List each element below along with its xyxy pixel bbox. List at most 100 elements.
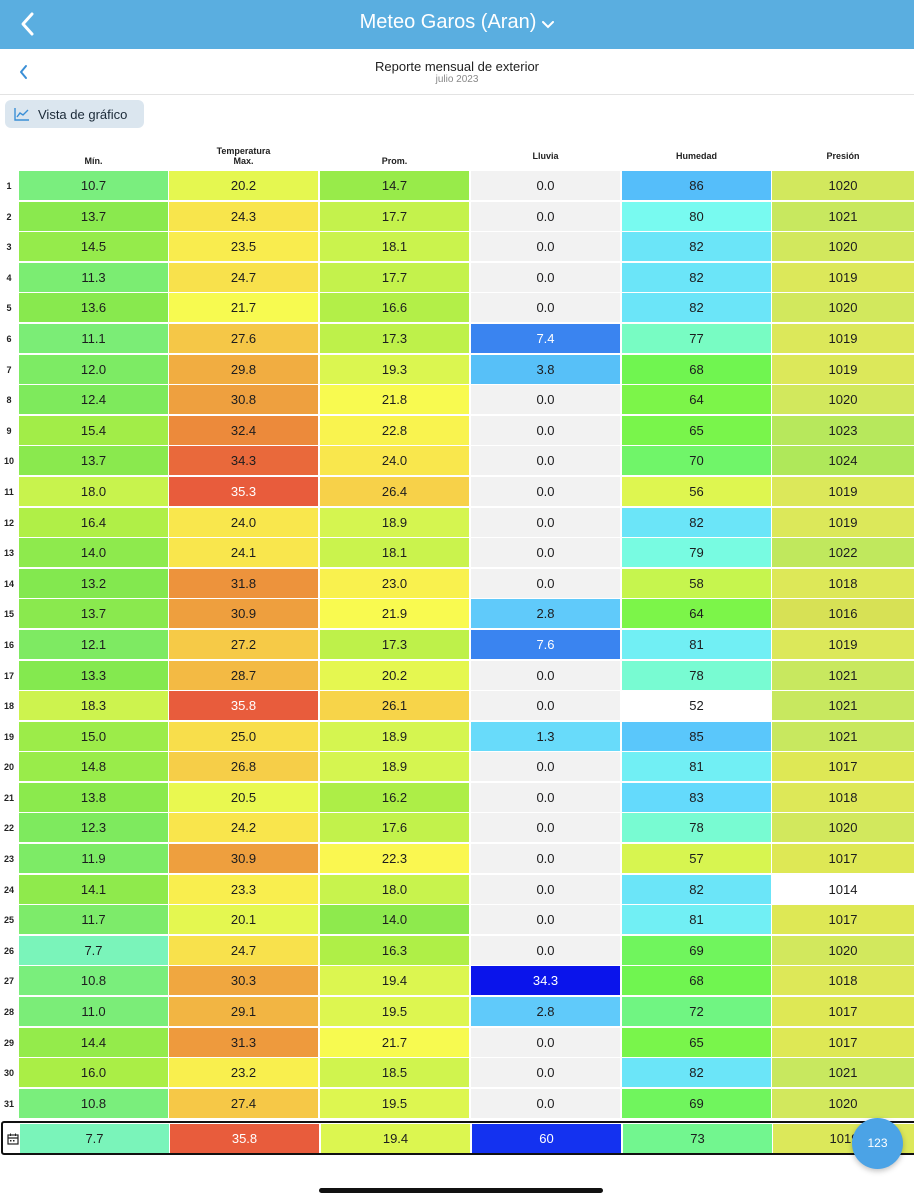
report-title: Reporte mensual de exterior [374,59,540,74]
cell-min: 11.1 [19,323,168,353]
cell-max: 30.9 [169,844,318,874]
cell-avg: 19.5 [320,1088,469,1118]
cell-humidity: 82 [622,232,771,262]
back-icon[interactable] [14,9,44,39]
previous-month-icon[interactable] [14,62,34,82]
cell-rain: 0.0 [471,1027,620,1057]
cell-avg: 16.2 [320,782,469,812]
day-number: 16 [3,639,14,650]
cell-max: 31.3 [169,1027,318,1057]
cell-min: 10.7 [19,171,168,200]
cell-pressure: 1021 [772,660,914,690]
cell-avg: 18.9 [320,752,469,782]
cell-pressure: 1020 [772,813,914,843]
table-row: 15 13.7 30.9 21.9 2.8 64 1016 [0,599,914,630]
day-number: 14 [3,578,14,589]
cell-min: 18.3 [19,691,168,721]
station-selector[interactable]: Meteo Garos (Aran) [0,10,914,35]
table-row: 16 12.1 27.2 17.3 7.6 81 1019 [0,629,914,661]
cell-humidity: 80 [622,201,771,231]
cell-avg: 19.4 [320,966,469,996]
cell-avg: 24.0 [320,446,469,476]
cell-pressure: 1016 [772,599,914,629]
table-row: 1 10.7 20.2 14.7 0.0 86 1020 [0,171,914,202]
cell-pressure: 1018 [772,568,914,598]
day-number: 24 [3,884,14,895]
table-row: 14 13.2 31.8 23.0 0.0 58 1018 [0,568,914,600]
cell-avg: 18.1 [320,538,469,568]
table-row: 24 14.1 23.3 18.0 0.0 82 1014 [0,874,914,906]
cell-avg: 18.0 [320,874,469,904]
cell-min: 13.7 [19,599,168,629]
cell-avg: 19.5 [320,997,469,1027]
cell-max: 24.2 [169,813,318,843]
cell-humidity: 64 [622,385,771,415]
cell-humidity: 83 [622,782,771,812]
cell-avg: 21.9 [320,599,469,629]
data-table: 1 10.7 20.2 14.7 0.0 86 1020 2 13.7 24.3 17.7 0.0 80… [0,171,914,1119]
table-row: 25 11.7 20.1 14.0 0.0 81 1017 [0,905,914,936]
cell-min: 12.4 [19,385,168,415]
cell-pressure: 1021 [772,691,914,721]
table-row: 26 7.7 24.7 16.3 0.0 69 1020 [0,935,914,967]
cell-humidity: 68 [622,354,771,384]
chart-view-button[interactable]: Vista de gráfico [5,100,144,128]
cell-min: 13.7 [19,446,168,476]
cell-humidity: 56 [622,476,771,506]
day-number: 2 [6,211,12,222]
cell-avg: 18.9 [320,721,469,751]
cell-rain: 0.0 [471,1088,620,1118]
day-number: 8 [6,395,12,406]
cell-min: 15.0 [19,721,168,751]
cell-pressure: 1017 [772,844,914,874]
cell-min: 11.3 [19,262,168,292]
line-chart-icon [14,108,29,121]
cell-pressure: 1024 [772,446,914,476]
col-header-min: Mín. [84,156,103,166]
table-row: 12 16.4 24.0 18.9 0.0 82 1019 [0,507,914,539]
cell-rain: 0.0 [471,660,620,690]
cell-rain: 0.0 [471,507,620,537]
cell-min: 12.0 [19,354,168,384]
cell-pressure: 1017 [772,997,914,1027]
cell-pressure: 1017 [772,752,914,782]
cell-pressure: 1022 [772,538,914,568]
day-number: 27 [3,976,14,987]
day-number: 28 [3,1007,14,1018]
cell-humidity: 69 [622,1088,771,1118]
cell-rain: 0.0 [471,691,620,721]
table-row: 31 10.8 27.4 19.5 0.0 69 1020 [0,1088,914,1120]
col-header-avg: Prom. [381,156,408,166]
cell-rain: 0.0 [471,568,620,598]
cell-rain: 0.0 [471,476,620,506]
table-row: 22 12.3 24.2 17.6 0.0 78 1020 [0,813,914,844]
col-header-humidity: Humedad [675,151,717,161]
table-row: 3 14.5 23.5 18.1 0.0 82 1020 [0,232,914,263]
table-row: 5 13.6 21.7 16.6 0.0 82 1020 [0,293,914,324]
cell-rain: 1.3 [471,721,620,751]
cell-max: 27.4 [169,1088,318,1118]
day-number: 4 [6,272,12,283]
cell-pressure: 1020 [772,1088,914,1118]
cell-max: 30.9 [169,599,318,629]
cell-rain: 2.8 [471,997,620,1027]
cell-humidity: 70 [622,446,771,476]
cell-humidity: 82 [622,1058,771,1088]
cell-min: 12.1 [19,629,168,659]
day-number: 1 [6,181,12,191]
cell-rain: 0.0 [471,752,620,782]
cell-rain: 3.8 [471,354,620,384]
cell-pressure: 1014 [828,881,858,897]
cell-pressure: 1020 [772,232,914,262]
cell-max: 24.7 [169,935,318,965]
cell-min: 11.0 [19,997,168,1027]
cell-humidity: 82 [622,507,771,537]
numeric-view-button[interactable]: 123 [852,1118,903,1169]
cell-min: 10.8 [19,966,168,996]
cell-min: 11.9 [19,844,168,874]
cell-humidity: 64 [622,599,771,629]
cell-min: 13.2 [19,568,168,598]
cell-min: 14.1 [19,874,168,904]
cell-avg: 20.2 [320,660,469,690]
cell-pressure: 1020 [772,171,914,200]
